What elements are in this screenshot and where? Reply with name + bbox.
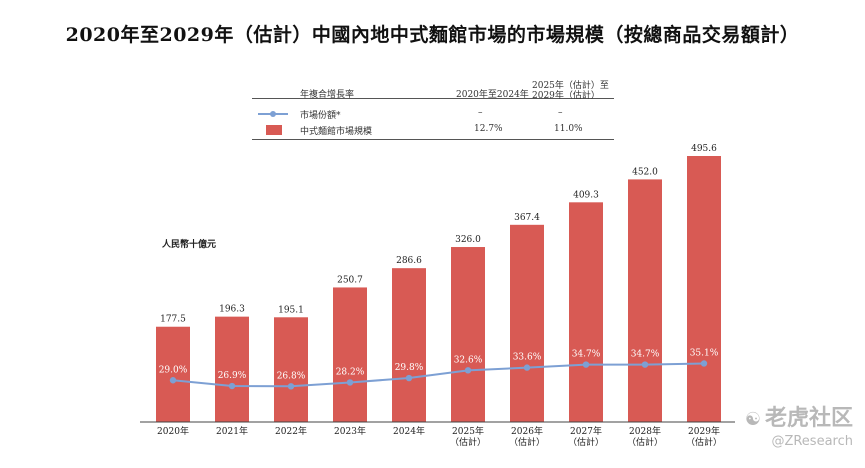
- bar-0: [156, 326, 190, 422]
- x-tick-label-5-0: 2025年: [452, 425, 484, 437]
- share-value-label-8: 34.7%: [631, 350, 660, 360]
- x-tick-label-7-0: 2027年: [570, 425, 602, 437]
- x-tick-label-1-0: 2021年: [216, 425, 248, 437]
- row-market-share-col2: –: [558, 108, 563, 118]
- bar-value-label-0: 177.5: [160, 315, 186, 325]
- x-tick-label-9-0: 2029年: [688, 425, 720, 437]
- share-value-label-2: 26.8%: [277, 371, 306, 381]
- bar-value-label-8: 452.0: [632, 167, 658, 177]
- share-point-1: [228, 382, 236, 390]
- table-header-col2-line2: 2029年（估計）: [532, 91, 600, 101]
- share-value-label-9: 35.1%: [690, 348, 719, 358]
- row-market-share-label: 市場份額*: [300, 111, 341, 121]
- share-point-8: [641, 361, 649, 368]
- x-tick-label-8-0: 2028年: [629, 425, 661, 437]
- share-value-label-5: 32.6%: [454, 355, 483, 365]
- bar-value-label-5: 326.0: [455, 235, 481, 245]
- bar-legend-symbol: [266, 125, 282, 135]
- bar-value-label-3: 250.7: [337, 275, 363, 285]
- bar-8: [628, 179, 662, 422]
- chart-title: 2020年至2029年（估計）中國內地中式麵館市場的市場規模（按總商品交易額計）: [65, 24, 800, 46]
- bar-1: [215, 316, 249, 422]
- unit-label: 人民幣十億元: [161, 238, 216, 250]
- table-header-col2-line1: 2025年（估計）至: [532, 81, 609, 91]
- line-legend-marker: [270, 111, 276, 117]
- share-value-label-6: 33.6%: [513, 353, 542, 363]
- share-value-label-0: 29.0%: [159, 365, 188, 375]
- share-value-label-3: 28.2%: [336, 367, 365, 377]
- share-line-group: 29.0% 26.9% 26.8% 28.2% 29.8% 32.6% 33.6% 34.7%…: [159, 348, 719, 390]
- bar-6: [510, 224, 544, 422]
- market-share-line: [172, 362, 705, 388]
- x-tick-label-6-0: 2026年: [511, 425, 543, 437]
- x-tick-label-5-1: （估計）: [450, 436, 486, 448]
- table-header-col1: 2020年至2024年: [456, 90, 529, 100]
- share-value-label-7: 34.7%: [572, 350, 601, 360]
- share-point-9: [700, 360, 708, 367]
- bar-value-label-2: 195.1: [278, 305, 304, 315]
- share-point-5: [464, 367, 472, 374]
- share-point-0: [169, 377, 177, 384]
- row-market-share-col1: –: [478, 108, 483, 118]
- bar-2: [274, 317, 308, 422]
- share-point-3: [346, 379, 354, 386]
- bar-4: [392, 268, 426, 422]
- bar-5: [451, 247, 485, 422]
- watermark: ☯ 老虎社区 @ZResearch: [745, 400, 853, 449]
- watermark-main: 老虎社区: [764, 406, 853, 431]
- bar-value-label-6: 367.4: [514, 213, 540, 223]
- watermark-sub: @ZResearch: [771, 434, 853, 449]
- table-bottom-rule: [252, 139, 614, 140]
- bar-value-label-4: 286.6: [396, 256, 422, 266]
- bar-value-label-1: 196.3: [219, 305, 245, 315]
- labels-group: 177.5 2020年 196.3 2021年 195.1 2022年 250.7 2023年…: [157, 144, 722, 448]
- share-point-7: [582, 361, 590, 368]
- x-tick-label-9-1: （估計）: [686, 436, 722, 448]
- row-market-size-col1: 12.7%: [474, 124, 503, 134]
- table-header-rule: [252, 98, 614, 99]
- share-point-2: [287, 383, 295, 390]
- bar-3: [333, 287, 367, 422]
- row-market-size-col2: 11.0%: [554, 124, 583, 134]
- x-tick-label-2-0: 2022年: [275, 425, 307, 437]
- share-value-label-4: 29.8%: [395, 363, 424, 373]
- bars-group: [156, 156, 721, 422]
- bar-value-label-7: 409.3: [573, 190, 599, 200]
- x-tick-label-7-1: （估計）: [568, 436, 604, 448]
- tiger-logo-icon: ☯: [744, 409, 761, 430]
- x-tick-label-3-0: 2023年: [334, 425, 366, 437]
- bar-7: [569, 202, 603, 422]
- x-tick-label-4-0: 2024年: [393, 425, 425, 437]
- share-value-label-1: 26.9%: [218, 371, 247, 381]
- x-tick-label-8-1: （估計）: [627, 436, 663, 448]
- table-header-label: 年複合增長率: [300, 90, 355, 100]
- bar-value-label-9: 495.6: [691, 144, 717, 154]
- x-tick-label-0-0: 2020年: [157, 425, 189, 437]
- bar-9: [687, 156, 721, 422]
- share-point-6: [523, 364, 531, 371]
- x-tick-label-6-1: （估計）: [509, 436, 545, 448]
- share-point-4: [405, 374, 413, 382]
- row-market-size-label: 中式麵館市場規模: [300, 127, 373, 137]
